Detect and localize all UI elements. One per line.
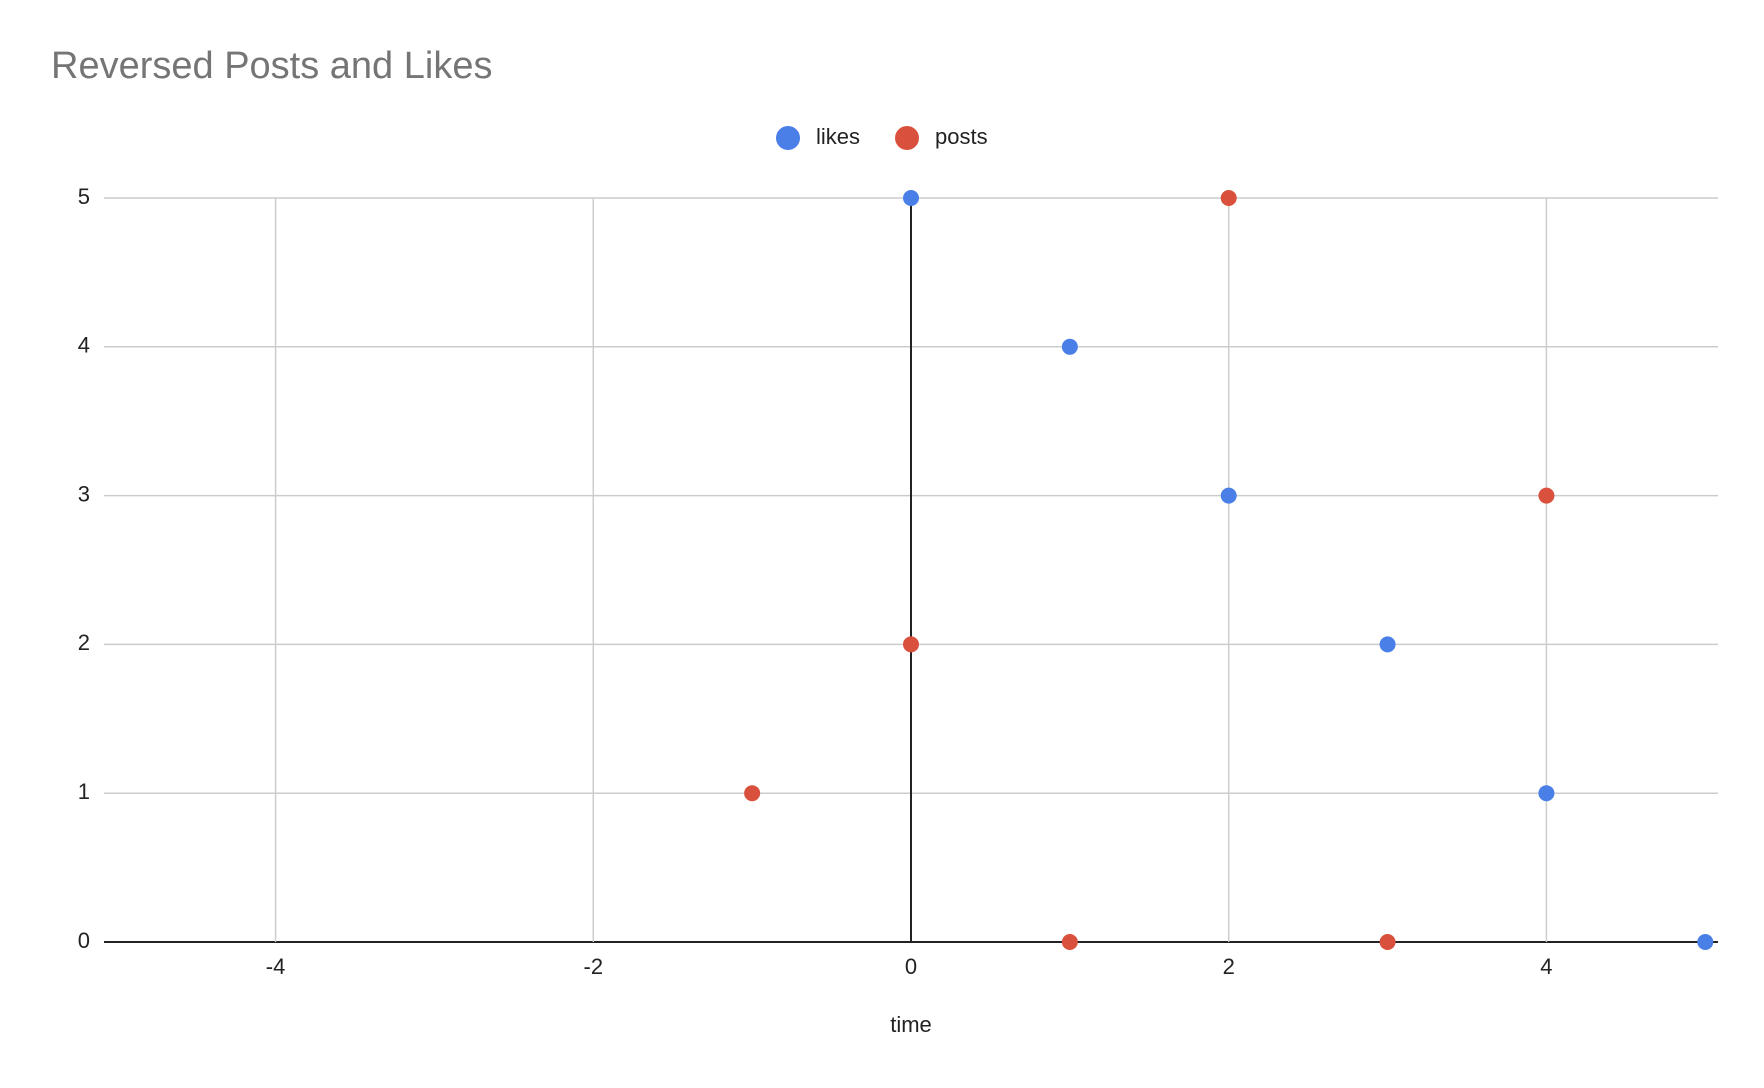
- x-tick-label: 4: [1540, 954, 1552, 979]
- point: [1061, 338, 1078, 355]
- point: [1697, 934, 1714, 950]
- point: [903, 190, 919, 206]
- point: [1538, 487, 1555, 504]
- point: [744, 785, 761, 802]
- y-tick-label: 0: [78, 928, 90, 953]
- point: [1220, 487, 1237, 504]
- point: [903, 636, 919, 653]
- y-tick-label: 4: [78, 333, 90, 358]
- y-tick-label: 5: [78, 184, 90, 209]
- x-axis-label: time: [890, 1012, 932, 1037]
- x-tick-label: -4: [266, 954, 286, 979]
- point: [1379, 636, 1396, 653]
- x-tick-label: 0: [905, 954, 917, 979]
- point: [1379, 934, 1396, 950]
- y-tick-label: 1: [78, 779, 90, 804]
- point: [1538, 785, 1555, 802]
- point: [1220, 190, 1237, 206]
- point: [1061, 934, 1078, 950]
- y-tick-label: 2: [78, 630, 90, 655]
- legend-label: likes: [816, 124, 860, 149]
- x-tick-label: -2: [584, 954, 604, 979]
- y-tick-label: 3: [78, 481, 90, 506]
- legend-marker: [776, 126, 800, 150]
- x-tick-label: 2: [1223, 954, 1235, 979]
- chart-title: Reversed Posts and Likes: [51, 45, 492, 87]
- legend-marker: [895, 126, 919, 150]
- legend-label: posts: [935, 124, 988, 149]
